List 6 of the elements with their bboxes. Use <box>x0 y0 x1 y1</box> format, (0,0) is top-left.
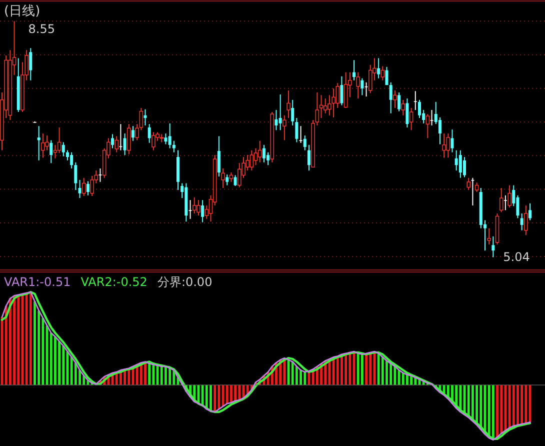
chart-title: (日线) <box>4 4 40 19</box>
annotation: 5.04 <box>503 250 530 264</box>
text: 分界:0.00 <box>157 275 212 289</box>
series-label: VAR1:-0.51 <box>4 275 71 289</box>
text: VAR2:-0.52 <box>80 275 148 289</box>
annotation: 8.55 <box>28 22 55 36</box>
